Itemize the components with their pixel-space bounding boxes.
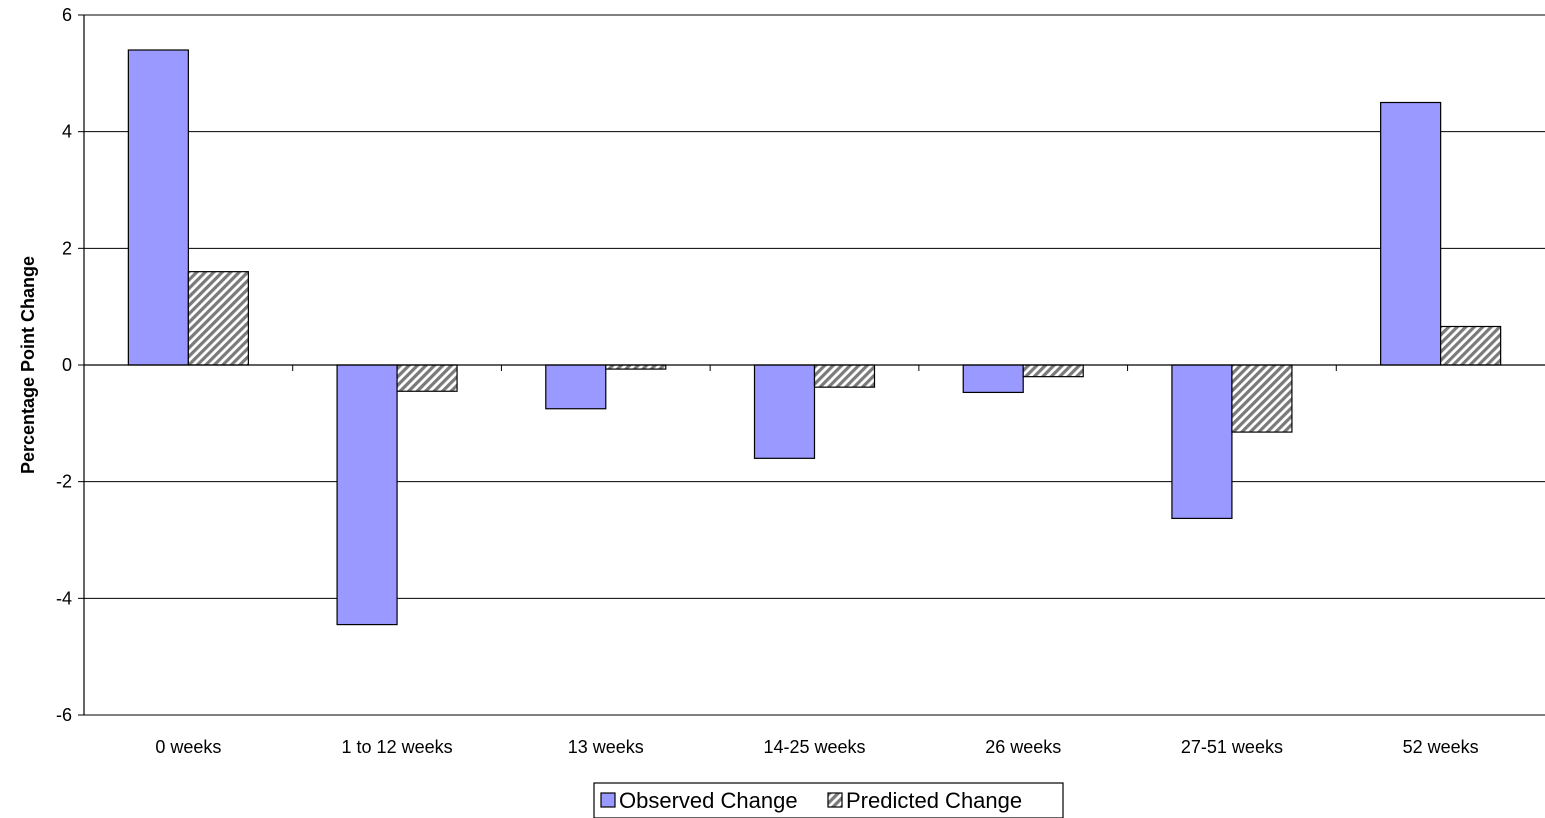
- bar-observed: [1171, 364, 1233, 520]
- gridlines: [84, 14, 1545, 716]
- y-tick-label: 6: [62, 5, 72, 25]
- y-tick-label: -2: [56, 472, 72, 492]
- bar-observed: [127, 49, 189, 366]
- legend-swatch-predicted: [827, 792, 843, 808]
- bar-predicted: [187, 271, 249, 366]
- bars: [127, 49, 1502, 626]
- bar-predicted: [1440, 325, 1502, 366]
- bar-observed: [753, 364, 816, 459]
- x-tick-label: 0 weeks: [155, 737, 221, 757]
- y-tick-label: 2: [62, 238, 72, 258]
- legend-swatch-observed: [600, 792, 616, 808]
- legend-label-predicted: Predicted Change: [846, 788, 1022, 813]
- y-tick-label: 4: [62, 122, 72, 142]
- legend-label-observed: Observed Change: [619, 788, 798, 813]
- bar-predicted: [396, 364, 458, 392]
- x-tick-label: 1 to 12 weeks: [342, 737, 453, 757]
- y-axis-title: Percentage Point Change: [18, 256, 38, 474]
- x-tick-label: 26 weeks: [985, 737, 1061, 757]
- bar-predicted: [813, 364, 876, 388]
- x-tick-label: 14-25 weeks: [763, 737, 865, 757]
- bar-observed: [1380, 101, 1442, 366]
- x-tick-label: 13 weeks: [568, 737, 644, 757]
- bar-predicted: [1022, 364, 1084, 378]
- x-tick-label: 52 weeks: [1403, 737, 1479, 757]
- y-tick-label: -6: [56, 705, 72, 725]
- bar-observed: [962, 364, 1024, 394]
- bar-observed: [336, 364, 398, 626]
- bar-observed: [545, 364, 607, 410]
- bar-predicted: [1231, 364, 1293, 433]
- legend: Observed Change Predicted Change: [593, 782, 1064, 818]
- x-tick-label: 27-51 weeks: [1181, 737, 1283, 757]
- y-tick-label: 0: [62, 355, 72, 375]
- axes: [78, 14, 1545, 716]
- tick-labels: 6 4 2 0 -2 -4 -6 0 weeks 1 to 12 weeks 13 weeks 14…: [56, 5, 1479, 757]
- y-tick-label: -4: [56, 588, 72, 608]
- bar-predicted: [605, 364, 667, 370]
